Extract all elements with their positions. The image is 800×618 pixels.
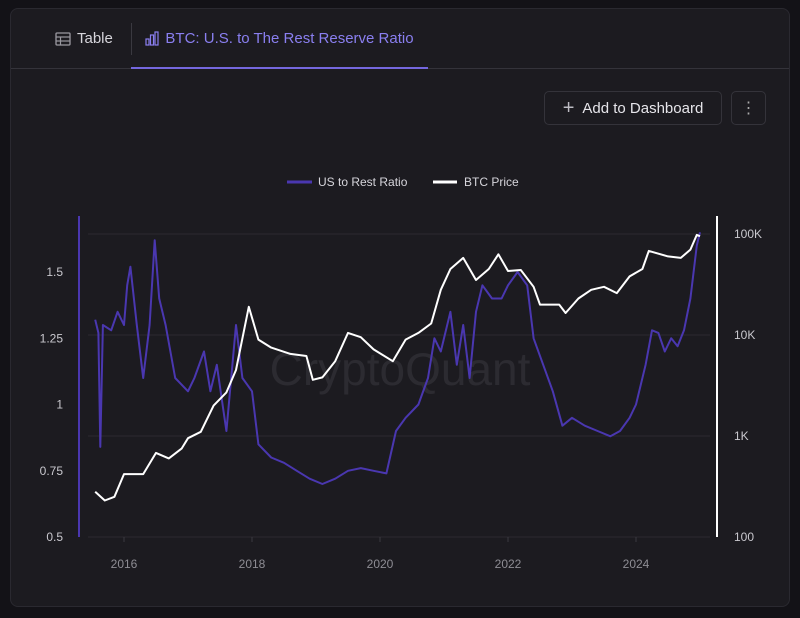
- bar-chart-icon: [145, 31, 160, 46]
- legend-price-label[interactable]: BTC Price: [464, 175, 519, 189]
- y-right-tick-label: 100: [734, 530, 754, 544]
- y-right-tick-label: 100K: [734, 227, 762, 241]
- active-tab-indicator: [131, 67, 428, 69]
- tab-table[interactable]: Table: [55, 9, 113, 68]
- more-vertical-icon: ⋮: [740, 100, 757, 117]
- x-tick-label: 2016: [111, 557, 138, 571]
- add-to-dashboard-label: Add to Dashboard: [582, 99, 704, 117]
- x-tick-label: 2018: [239, 557, 266, 571]
- tab-divider: [131, 23, 132, 55]
- tab-bar: Table BTC: U.S. to The Rest Reserve Rati…: [11, 9, 789, 69]
- x-tick-label: 2022: [495, 557, 522, 571]
- plus-icon: +: [562, 96, 575, 119]
- y-left-tick-label: 1: [56, 398, 63, 412]
- legend-ratio-label[interactable]: US to Rest Ratio: [318, 175, 408, 189]
- watermark: CryptoQuant: [270, 343, 531, 395]
- ratio-series-line: [94, 232, 701, 485]
- table-icon: [55, 31, 71, 46]
- y-left-tick-label: 0.5: [46, 530, 63, 544]
- y-right-tick-label: 10K: [734, 328, 755, 342]
- tab-table-label: Table: [77, 30, 113, 47]
- add-to-dashboard-button[interactable]: + Add to Dashboard: [544, 91, 722, 125]
- legend: US to Rest Ratio BTC Price: [287, 175, 519, 189]
- y-right-tick-label: 1K: [734, 429, 749, 443]
- y-left-tick-label: 0.75: [40, 464, 64, 478]
- x-tick-label: 2024: [623, 557, 650, 571]
- tab-chart[interactable]: BTC: U.S. to The Rest Reserve Ratio: [131, 9, 428, 69]
- x-tick-label: 2020: [367, 557, 394, 571]
- chart-card: Table BTC: U.S. to The Rest Reserve Rati…: [10, 8, 790, 607]
- y-left-tick-label: 1.5: [46, 265, 63, 279]
- tab-chart-label: BTC: U.S. to The Rest Reserve Ratio: [165, 30, 414, 47]
- more-options-button[interactable]: ⋮: [731, 91, 766, 125]
- price-series-line: [94, 233, 701, 502]
- y-left-tick-label: 1.25: [40, 331, 64, 345]
